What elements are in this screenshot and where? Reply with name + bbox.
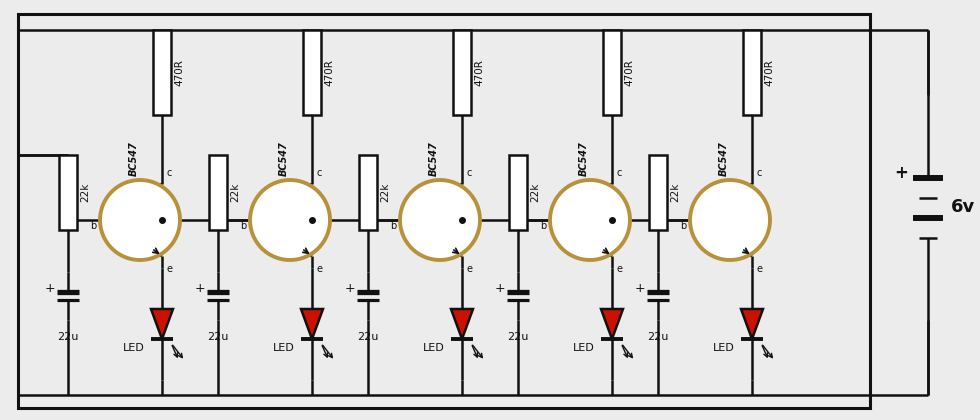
Bar (18, 14, 870, 408)
Polygon shape (151, 309, 173, 339)
Text: b: b (390, 221, 396, 231)
Bar (603, 30, 621, 115)
Text: +: + (894, 165, 908, 183)
Text: c: c (466, 168, 471, 178)
Bar (743, 30, 761, 115)
Circle shape (100, 180, 180, 260)
Text: +: + (195, 281, 206, 294)
Text: 470R: 470R (764, 59, 774, 86)
Bar (303, 30, 321, 115)
Text: c: c (616, 168, 621, 178)
Text: 6v: 6v (951, 199, 975, 216)
Text: 22u: 22u (358, 332, 378, 342)
Circle shape (690, 180, 770, 260)
Text: 22u: 22u (648, 332, 668, 342)
Text: LED: LED (273, 343, 295, 353)
Text: LED: LED (573, 343, 595, 353)
Text: LED: LED (123, 343, 145, 353)
Text: +: + (45, 281, 55, 294)
Text: BC547: BC547 (579, 141, 589, 176)
Text: 22k: 22k (670, 183, 680, 202)
Text: BC547: BC547 (279, 141, 289, 176)
Text: 22k: 22k (80, 183, 90, 202)
Text: c: c (756, 168, 761, 178)
Text: b: b (680, 221, 686, 231)
Bar (359, 155, 377, 230)
Text: e: e (466, 264, 472, 274)
Text: 22k: 22k (380, 183, 390, 202)
Text: b: b (90, 221, 96, 231)
Text: b: b (540, 221, 546, 231)
Text: 22u: 22u (57, 332, 78, 342)
Bar (649, 155, 667, 230)
Text: LED: LED (713, 343, 735, 353)
Text: 470R: 470R (474, 59, 484, 86)
Polygon shape (741, 309, 763, 339)
Text: BC547: BC547 (429, 141, 439, 176)
Text: +: + (635, 281, 645, 294)
Text: 22u: 22u (208, 332, 228, 342)
Bar (209, 155, 227, 230)
Circle shape (400, 180, 480, 260)
Bar (59, 155, 77, 230)
Circle shape (250, 180, 330, 260)
Circle shape (550, 180, 630, 260)
Text: c: c (316, 168, 321, 178)
Text: e: e (616, 264, 622, 274)
Text: e: e (316, 264, 322, 274)
Text: 22k: 22k (530, 183, 540, 202)
Polygon shape (451, 309, 473, 339)
Text: BC547: BC547 (719, 141, 729, 176)
Polygon shape (601, 309, 623, 339)
Text: 470R: 470R (624, 59, 634, 86)
Text: LED: LED (423, 343, 445, 353)
Text: e: e (756, 264, 762, 274)
Text: e: e (166, 264, 172, 274)
Text: b: b (240, 221, 246, 231)
Text: +: + (495, 281, 506, 294)
Text: c: c (166, 168, 171, 178)
Text: 22k: 22k (230, 183, 240, 202)
Bar (153, 30, 171, 115)
Polygon shape (301, 309, 323, 339)
Text: BC547: BC547 (129, 141, 139, 176)
Text: 470R: 470R (174, 59, 184, 86)
Text: +: + (345, 281, 356, 294)
Bar (509, 155, 527, 230)
Bar (453, 30, 471, 115)
Text: 22u: 22u (508, 332, 528, 342)
Text: 470R: 470R (324, 59, 334, 86)
